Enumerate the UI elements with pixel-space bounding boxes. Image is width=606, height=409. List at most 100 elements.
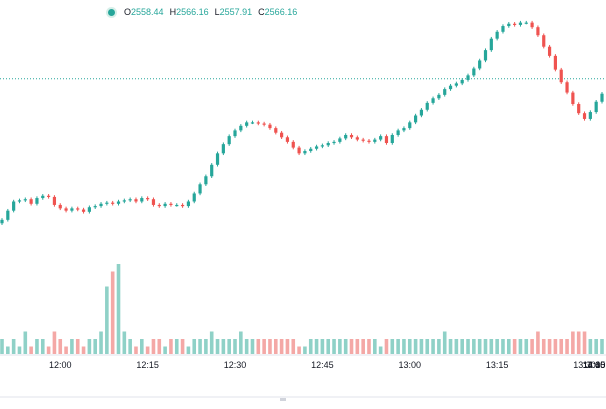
volume-bar: [29, 346, 33, 354]
volume-bar: [402, 339, 406, 354]
time-tick-label: 12:15: [136, 360, 159, 370]
candle-body: [425, 102, 429, 110]
volume-bar: [588, 339, 593, 354]
volume-bar: [145, 346, 150, 354]
time-tick-label: 14:15: [582, 360, 606, 370]
volume-bar: [512, 339, 517, 354]
candle-body: [227, 136, 231, 145]
volume-bar: [448, 339, 453, 354]
candle-body: [338, 138, 342, 142]
volume-bar: [291, 339, 296, 354]
candle-body: [571, 92, 575, 105]
candle-body: [99, 203, 103, 207]
candle-body: [221, 144, 225, 154]
volume-bar: [128, 339, 132, 354]
volume-bar: [11, 339, 16, 354]
volume-bar: [174, 339, 179, 354]
volume-bar: [367, 339, 371, 354]
candle-body: [478, 60, 482, 69]
volume-bar: [110, 271, 115, 354]
volume-bar: [396, 339, 400, 354]
volume-bar: [390, 339, 395, 354]
volume-bar: [17, 346, 22, 354]
volume-bar: [70, 339, 74, 354]
candle-body: [396, 130, 400, 135]
candle-body: [17, 200, 22, 202]
volume-bar: [338, 339, 342, 354]
volume-bar: [518, 339, 523, 354]
volume-bar: [116, 264, 121, 354]
candle-body: [52, 196, 57, 205]
candle-body: [81, 209, 86, 212]
candle-body: [518, 22, 523, 25]
volume-bar: [105, 286, 109, 354]
volume-bar: [163, 346, 167, 354]
volume-bar: [425, 339, 430, 354]
volume-bar: [134, 346, 138, 354]
candle-body: [524, 22, 528, 24]
volume-bar: [303, 346, 307, 354]
volume-bar: [151, 339, 156, 354]
volume-bar: [64, 346, 68, 354]
candle-body: [530, 22, 534, 28]
volume-bar: [58, 339, 63, 354]
volume-bar: [437, 339, 441, 354]
candle-body: [582, 113, 587, 119]
volume-bar: [273, 339, 278, 354]
candle-body: [402, 128, 406, 131]
candle-body: [390, 134, 394, 144]
volume-bar: [460, 339, 464, 354]
volume-bar: [285, 339, 290, 354]
candle-body: [588, 112, 592, 119]
volume-bar: [559, 339, 564, 354]
candle-body: [547, 46, 552, 56]
volume-bar: [582, 331, 587, 354]
open-value: 2558.44: [131, 7, 164, 17]
close-key: C: [258, 7, 265, 17]
candle-body: [262, 123, 266, 125]
volume-bar: [52, 331, 57, 354]
volume-bar: [407, 339, 412, 354]
candle-body: [175, 204, 179, 207]
candle-body: [35, 198, 39, 204]
candle-body: [0, 219, 4, 224]
candle-body: [93, 206, 97, 208]
candle-body: [239, 125, 243, 131]
candle-body: [198, 184, 202, 194]
volume-bar: [256, 339, 261, 354]
candle-body: [501, 26, 505, 32]
volume-bar: [431, 339, 435, 354]
candle-body: [297, 147, 301, 154]
volume-bar: [140, 339, 144, 354]
candle-body: [6, 210, 10, 220]
scroll-handle[interactable]: [280, 398, 286, 401]
volume-bar: [466, 339, 470, 354]
volume-bar: [477, 339, 482, 354]
candle-body: [507, 23, 511, 27]
low-key: L: [214, 7, 220, 17]
low-value: 2557.91: [219, 7, 253, 17]
candle-body: [233, 130, 237, 137]
volume-bar: [6, 346, 10, 354]
candle-body: [140, 198, 144, 202]
candle-body: [513, 23, 517, 25]
volume-bar: [355, 339, 360, 354]
candle-body: [483, 50, 488, 61]
volume-bar: [244, 339, 249, 354]
candle-body: [163, 203, 167, 207]
time-tick-label: 13:30: [573, 360, 596, 370]
volume-bar: [413, 339, 418, 354]
candle-body: [454, 83, 458, 86]
volume-bar: [495, 339, 499, 354]
volume-bar: [472, 339, 476, 354]
volume-bar: [35, 339, 39, 354]
candle-body: [134, 199, 138, 202]
volume-bar: [536, 331, 540, 354]
candle-body: [128, 199, 132, 201]
candle-body: [41, 195, 45, 199]
candle-body: [600, 93, 604, 102]
candle-body: [355, 137, 359, 140]
candle-body: [285, 137, 290, 142]
candle-body: [70, 208, 74, 211]
